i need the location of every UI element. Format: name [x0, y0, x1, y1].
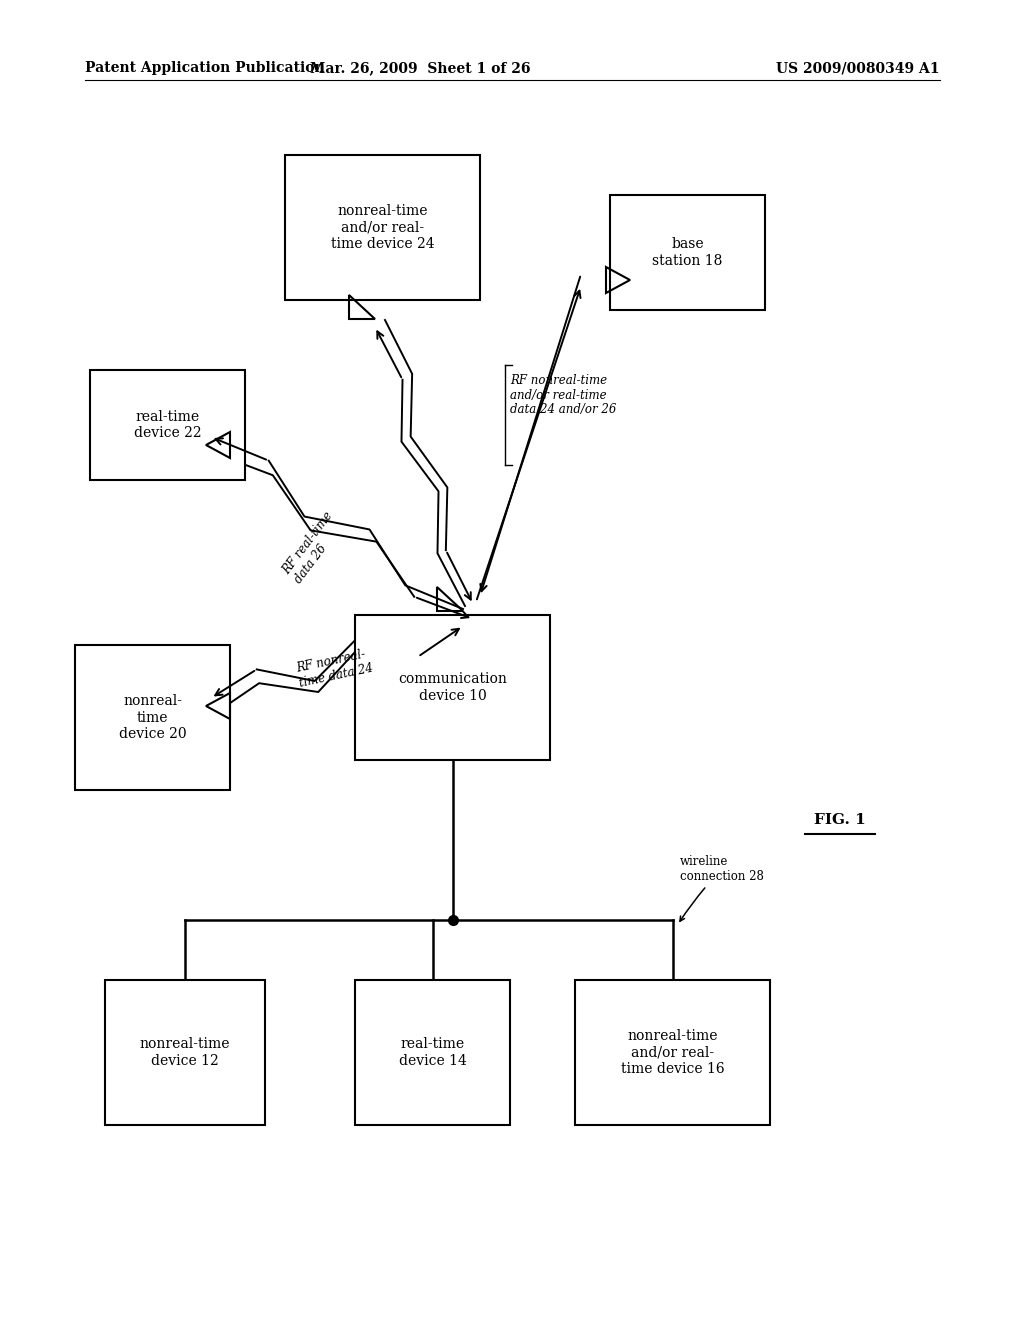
Text: Mar. 26, 2009  Sheet 1 of 26: Mar. 26, 2009 Sheet 1 of 26	[309, 61, 530, 75]
Text: real-time
device 22: real-time device 22	[134, 411, 202, 440]
Text: nonreal-time
device 12: nonreal-time device 12	[139, 1038, 230, 1068]
Text: US 2009/0080349 A1: US 2009/0080349 A1	[776, 61, 940, 75]
Text: wireline
connection 28: wireline connection 28	[680, 855, 764, 921]
FancyBboxPatch shape	[610, 195, 765, 310]
Text: communication
device 10: communication device 10	[398, 672, 507, 702]
FancyBboxPatch shape	[355, 615, 550, 760]
FancyBboxPatch shape	[90, 370, 245, 480]
Text: FIG. 1: FIG. 1	[814, 813, 866, 828]
Text: Patent Application Publication: Patent Application Publication	[85, 61, 325, 75]
FancyBboxPatch shape	[355, 979, 510, 1125]
Text: nonreal-time
and/or real-
time device 24: nonreal-time and/or real- time device 24	[331, 205, 434, 251]
Text: base
station 18: base station 18	[652, 238, 723, 268]
Text: RF real-time
data 26: RF real-time data 26	[280, 510, 347, 586]
FancyBboxPatch shape	[575, 979, 770, 1125]
Text: real-time
device 14: real-time device 14	[398, 1038, 467, 1068]
Text: nonreal-time
and/or real-
time device 16: nonreal-time and/or real- time device 16	[621, 1030, 724, 1076]
Text: nonreal-
time
device 20: nonreal- time device 20	[119, 694, 186, 741]
FancyBboxPatch shape	[105, 979, 265, 1125]
FancyBboxPatch shape	[285, 154, 480, 300]
Text: RF nonreal-time
and/or real-time
data 24 and/or 26: RF nonreal-time and/or real-time data 24…	[510, 374, 616, 417]
Text: RF nonreal-
time data 24: RF nonreal- time data 24	[295, 647, 375, 689]
FancyBboxPatch shape	[75, 645, 230, 789]
